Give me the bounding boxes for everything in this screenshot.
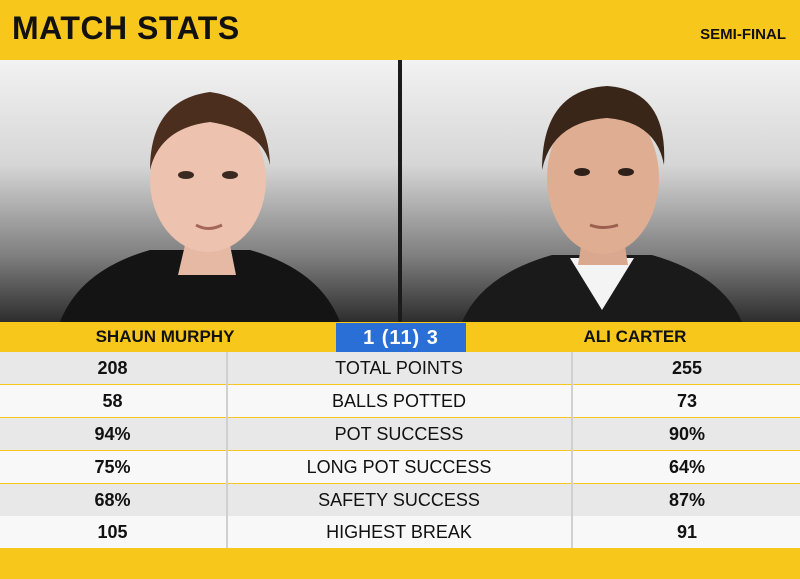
stat-label: LONG POT SUCCESS — [306, 457, 492, 477]
stat-label: POT SUCCESS — [334, 424, 464, 444]
stat-right-value: 255 — [671, 358, 703, 378]
stat-left-value: 58 — [102, 391, 123, 411]
stat-right-value: 90% — [668, 424, 706, 444]
column-divider — [571, 352, 573, 548]
stat-row: 105 HIGHEST BREAK 91 — [0, 516, 800, 548]
stat-right-value: 91 — [676, 522, 698, 542]
header: MATCH STATS SEMI-FINAL — [0, 0, 800, 60]
column-divider — [226, 352, 228, 548]
page-title: MATCH STATS — [12, 10, 240, 46]
player-left-photo — [0, 60, 398, 322]
stat-label: SAFETY SUCCESS — [318, 490, 480, 510]
player-left-name: SHAUN MURPHY — [95, 327, 235, 346]
stat-row: 208 TOTAL POINTS 255 — [0, 352, 800, 384]
stat-left-value: 105 — [97, 522, 128, 542]
stat-row: 58 BALLS POTTED 73 — [0, 385, 800, 417]
stat-label: TOTAL POINTS — [335, 358, 463, 378]
stat-label: HIGHEST BREAK — [326, 522, 472, 542]
stat-left-value: 94% — [94, 424, 131, 444]
stat-right-value: 73 — [676, 391, 698, 411]
player-right-photo — [402, 60, 800, 322]
stat-row: 68% SAFETY SUCCESS 87% — [0, 484, 800, 516]
stat-right-value: 64% — [668, 457, 706, 477]
stat-left-value: 68% — [94, 490, 131, 510]
name-score-bar: SHAUN MURPHY 1 (11) 3 ALI CARTER — [0, 322, 800, 353]
frame-score: 1 (11) 3 — [336, 323, 466, 353]
stat-left-value: 208 — [97, 358, 128, 378]
player-right-name: ALI CARTER — [583, 327, 687, 346]
stat-right-value: 87% — [668, 490, 706, 510]
stat-row: 94% POT SUCCESS 90% — [0, 418, 800, 450]
round-label: SEMI-FINAL — [700, 26, 786, 43]
stat-label: BALLS POTTED — [331, 391, 467, 411]
stat-left-value: 75% — [94, 457, 131, 477]
stats-table: 208 TOTAL POINTS 255 58 BALLS POTTED 73 … — [0, 352, 800, 548]
stat-row: 75% LONG POT SUCCESS 64% — [0, 451, 800, 483]
player-photos — [0, 60, 800, 322]
footer-bar — [0, 548, 800, 579]
